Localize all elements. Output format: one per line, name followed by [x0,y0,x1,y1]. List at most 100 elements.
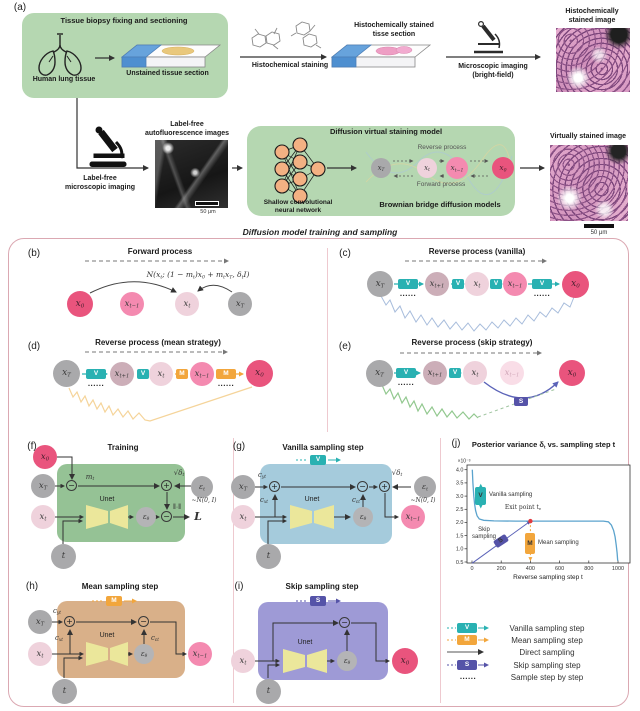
panel-e-title: Reverse process (skip strategy) [411,338,533,347]
posterior-variance-chart: 4.0 3.5 3.0 2.5 2.0 1.5 1.0 0.5 0 200 40… [456,459,631,581]
a-chain-node-xT: xT [371,158,391,178]
svg-text:0: 0 [470,566,473,572]
histology-stained-image [556,28,630,92]
j-vanilla-badge: V [475,487,486,505]
d-node-xt1m: xt−1 [190,362,214,386]
i-node-eps-theta: εθ [337,651,357,671]
f-node-eps-t: εt [191,476,213,498]
g-node-t: t [256,544,281,569]
panel-j-letter: (j) [451,438,461,449]
i-label-unet: Unet [297,639,313,646]
c-node-xT: xT [367,271,393,297]
human-lung-label: Human lung tissue [32,76,96,83]
g-label-cyt: cyt [257,471,267,481]
chart-ticks [464,469,619,563]
i-op-minus: − [339,617,350,628]
nn-label-1: Shallow convolutional [263,199,333,206]
svg-text:2.5: 2.5 [456,507,464,513]
h-op-plus: + [64,616,75,627]
g-label-sqrt-delta: √δt [391,469,403,479]
svg-text:800: 800 [584,566,593,572]
legend-direct-label: Direct sampling [519,648,575,657]
e-badge-v2: V [449,368,461,378]
panel-d-letter: (d) [27,341,41,352]
f-label-noise: ~N(0, I) [191,497,217,504]
e-dots-1: ...... [397,378,415,387]
panel-g-letter: (g) [232,441,246,452]
brightfield-microscope-icon [474,21,503,54]
panel-a-arrows [76,54,545,171]
f-node-xT: xT [31,474,55,498]
g-title-badge: V [310,455,326,465]
panel-d-title: Reverse process (mean strategy) [95,338,221,347]
panel-i-letter: (i) [234,581,244,592]
panel-f-arrows [55,456,191,544]
stained-image-label-1: Histochemically [565,8,619,15]
bbdm-label: Brownian bridge diffusion models [379,200,501,209]
h-op-minus: − [138,616,149,627]
panel-f-letter: (f) [27,441,37,452]
f-op-minus-1: − [66,480,77,491]
f-op-minus-2: − [161,511,172,522]
f-node-t: t [51,544,76,569]
d-badge-m1: M [176,369,188,379]
h-node-t: t [52,679,77,704]
c-badge-v2: V [452,279,464,289]
panel-i-title: Skip sampling step [285,582,359,591]
g-label-cxt: cxt [259,496,269,506]
g-label-noise: ~N(0, I) [410,497,436,504]
svg-text:0.5: 0.5 [456,560,464,566]
svg-text:200: 200 [497,566,506,572]
d-dots-1: ...... [87,379,105,388]
model-chain-decoration [365,144,513,196]
c-badge-v3: V [490,279,502,289]
af-scale-bar [195,201,219,206]
neural-network-icon [274,137,326,204]
d-node-xt1p: xt+1 [110,362,134,386]
autofluorescence-image [155,140,228,208]
f-label-sqrt-delta: √δt [173,469,185,479]
e-node-xt1p: xt+1 [423,361,447,385]
c-dots-1: ...... [399,289,417,298]
h-label-cyt: cyt [52,607,62,617]
stained-section-label-2: tisse section [372,31,416,38]
panel-a-letter: (a) [13,2,27,13]
g-op-plus-1: + [269,481,280,492]
exit-point-dot [528,518,533,524]
c-node-x0: x0 [562,271,589,298]
d-node-x0: x0 [246,360,273,387]
g-node-xT: xT [231,475,255,499]
svg-text:1.5: 1.5 [456,533,464,539]
panel-b-letter: (b) [27,248,41,259]
frame-title: Diffusion model training and sampling [230,227,410,238]
legend-vanilla-label: Vanilla sampling step [509,624,585,633]
separator-gj-il [440,438,441,703]
panel-i-arrows [255,598,390,678]
panel-e-letter: (e) [338,341,352,352]
j-skip-label-2: sampling [471,534,496,540]
stained-section-label-1: Histochemically stained [354,22,434,29]
panel-c-letter: (c) [339,248,351,259]
j-mean-label: Mean sampling [538,540,579,546]
svg-text:600: 600 [555,566,564,572]
c-dots-2: ...... [533,289,551,298]
chart-exponent-label: ×10⁻³ [458,459,471,465]
h-label-unet: Unet [99,632,115,639]
d-node-xt: xt [149,362,173,386]
virtual-scale-label: 50 μm [590,230,608,236]
e-badge-s: S [514,397,528,406]
j-vanilla-label: Vanilla sampling [489,492,533,498]
molecule-icons [251,21,322,50]
legend-stepbystep-label: Sample step by step [510,673,584,682]
reverse-process-label: Reverse process [417,144,467,151]
panel-b-arrows [85,258,233,294]
g-node-xt: xt [231,505,255,529]
panel-f-title: Training [107,443,139,452]
e-node-x0: x0 [559,360,585,386]
separator-bc-de [327,248,328,432]
virtually-stained-image [550,145,628,221]
f-node-eps-theta: εθ [136,507,156,527]
forward-process-label: Forward process [416,181,466,188]
h-node-xT: xT [28,610,52,634]
